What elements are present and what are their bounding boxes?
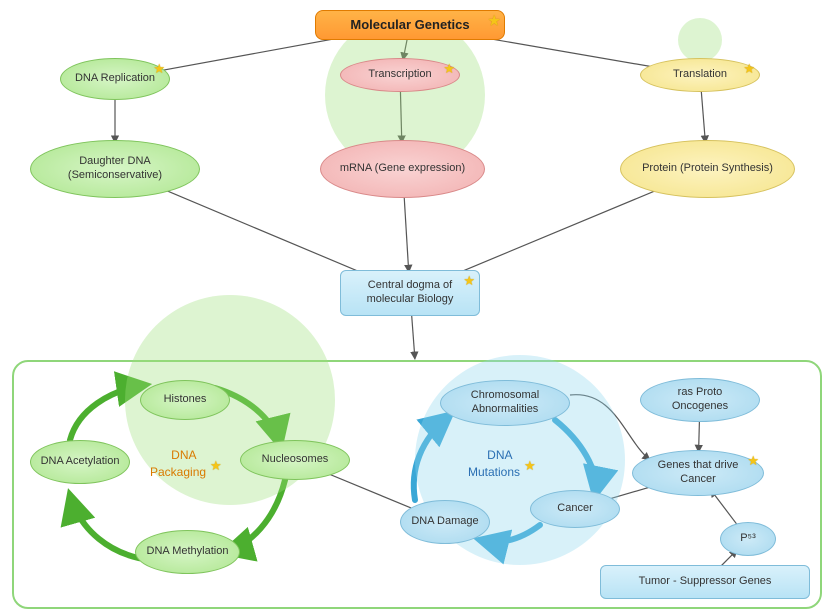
node-dogma: Central dogma of molecular Biology★ [340,270,480,316]
node-root: Molecular Genetics ★ [315,10,505,40]
cycle-label-text: DNAPackaging [150,448,206,479]
star-icon: ★ [443,61,455,77]
node-transl: Translation ★ [640,58,760,92]
node-label: mRNA (Gene expression) [340,162,465,176]
node-label: P⁵³ [740,532,756,546]
background-circle [678,18,722,62]
node-label: DNA Acetylation [41,455,120,469]
node-transcr: Transcription ★ [340,58,460,92]
node-damage: DNA Damage [400,500,490,544]
node-protein: Protein (Protein Synthesis) [620,140,795,198]
node-label: Genes that drive Cancer [641,459,755,487]
star-icon: ★ [153,61,165,77]
node-label: Chromosomal Abnormalities [449,389,561,417]
node-p53: P⁵³ [720,522,776,556]
edge [404,195,409,272]
node-label: Molecular Genetics [350,17,469,33]
node-label: Transcription [368,68,431,82]
node-label: Protein (Protein Synthesis) [642,162,773,176]
star-icon: ★ [743,61,755,77]
node-nucleo: Nucleosomes [240,440,350,480]
node-acetyl: DNA Acetylation [30,440,130,484]
node-label: DNA Methylation [147,545,229,559]
cycle-label-text: DNAMutations [468,448,520,479]
edge [400,90,401,143]
node-label: DNA Replication [75,72,155,86]
cycle-label-packaging: DNAPackaging★ [150,448,218,480]
node-label: Nucleosomes [262,453,329,467]
node-histones: Histones [140,380,230,420]
node-label: Histones [164,393,207,407]
node-label: Daughter DNA (Semiconservative) [39,155,191,183]
node-daughter: Daughter DNA (Semiconservative) [30,140,200,198]
cycle-label-mutations: DNAMutations★ [468,448,532,480]
node-label: Central dogma of molecular Biology [349,279,471,307]
node-cancer: Cancer [530,490,620,528]
node-label: Cancer [557,502,592,516]
edge [403,38,407,60]
node-mrna: mRNA (Gene expression) [320,140,485,198]
star-icon: ★ [488,13,500,29]
node-label: DNA Damage [411,515,478,529]
node-label: Translation [673,68,727,82]
edge [701,90,705,143]
node-genes_drive: Genes that drive Cancer★ [632,450,764,496]
node-tumor: Tumor - Suppressor Genes [600,565,810,599]
node-ras: ras Proto Oncogenes [640,378,760,422]
node-label: Tumor - Suppressor Genes [639,575,772,589]
node-label: ras Proto Oncogenes [649,386,751,414]
edge [412,314,415,359]
node-chrom_ab: Chromosomal Abnormalities [440,380,570,426]
node-dna_rep: DNA Replication★ [60,58,170,100]
node-methyl: DNA Methylation [135,530,240,574]
